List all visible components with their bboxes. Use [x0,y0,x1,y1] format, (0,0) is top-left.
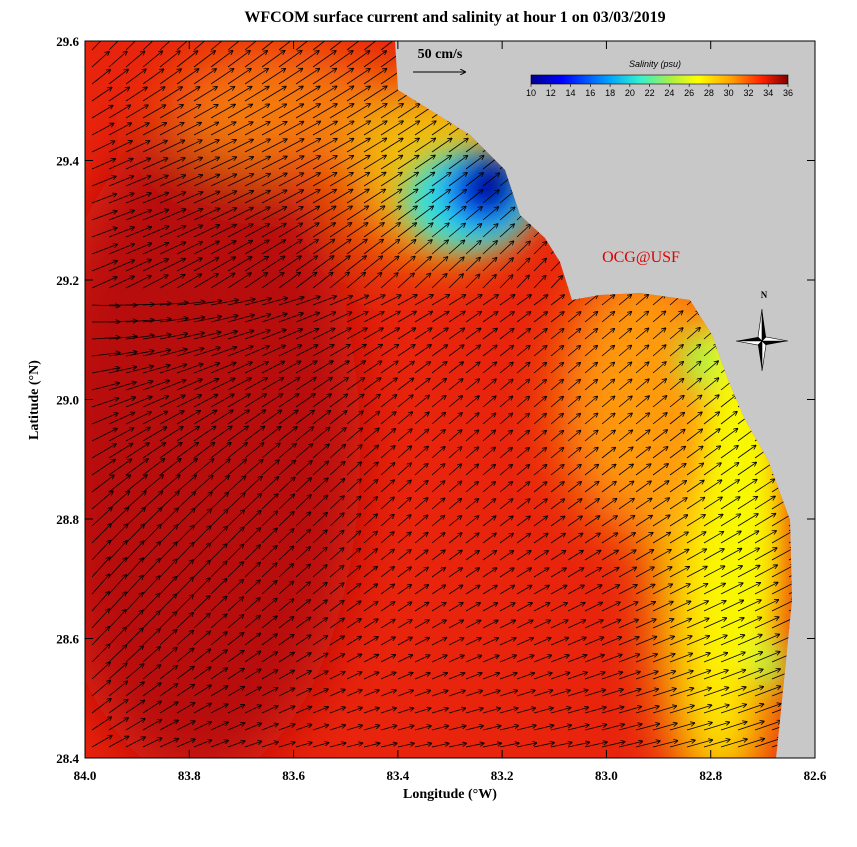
credit: OCG@USF [602,249,680,266]
colorbar-tick-label: 16 [585,88,595,98]
colorbar-tick-label: 34 [763,88,773,98]
colorbar [531,75,788,84]
colorbar-tick-label: 14 [566,88,576,98]
y-tick-label: 28.6 [56,632,79,647]
y-tick-label: 29.2 [56,273,79,288]
x-axis-label: Longitude (°W) [403,787,497,802]
x-tick-label: 83.4 [386,768,409,783]
colorbar-tick-label: 26 [684,88,694,98]
y-tick-label: 28.4 [56,751,79,766]
colorbar-tick-label: 20 [625,88,635,98]
colorbar-tick-label: 12 [546,88,556,98]
colorbar-tick-label: 24 [664,88,674,98]
x-tick-label: 82.8 [699,768,722,783]
colorbar-tick-label: 30 [724,88,734,98]
y-tick-label: 29.6 [56,34,79,49]
colorbar-tick-label: 32 [743,88,753,98]
x-tick-label: 83.6 [282,768,305,783]
north-label: N [761,290,768,300]
x-tick-label: 84.0 [74,768,97,783]
x-tick-label: 83.8 [178,768,201,783]
colorbar-tick-label: 36 [783,88,793,98]
colorbar-tick-label: 18 [605,88,615,98]
colorbar-title: Salinity (psu) [629,59,681,69]
x-tick-label: 83.2 [491,768,514,783]
x-tick-label: 83.0 [595,768,618,783]
scale-label: 50 cm/s [418,47,463,62]
colorbar-tick-label: 10 [526,88,536,98]
y-tick-label: 28.8 [56,512,79,527]
colorbar-tick-label: 28 [704,88,714,98]
y-tick-label: 29.4 [56,154,79,169]
title: WFCOM surface current and salinity at ho… [244,9,665,26]
y-tick-label: 29.0 [56,393,79,408]
colorbar-tick-label: 22 [645,88,655,98]
x-tick-label: 82.6 [804,768,827,783]
y-axis-label: Latitude (°N) [27,360,42,440]
